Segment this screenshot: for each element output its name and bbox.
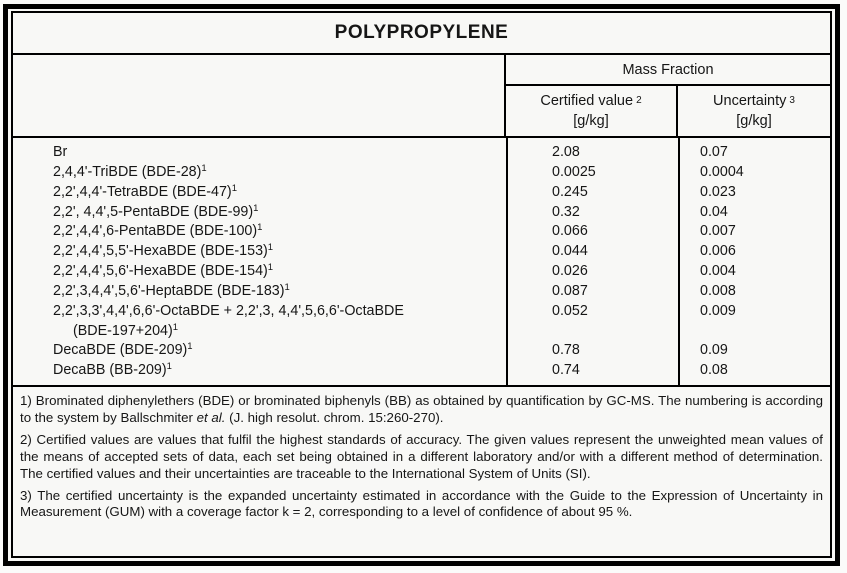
footnote-ref: 1 <box>201 162 207 174</box>
certified-value: 0.066 <box>552 223 588 240</box>
compound-name: 2,2',3,4,4',5,6'-HeptaBDE (BDE-183)1 <box>53 281 290 299</box>
uncertainty-column: 0.07 0.0004 0.023 0.04 0.007 0.006 0.004 0.008 0… <box>678 138 830 385</box>
table-body: Br 2,4,4'-TriBDE (BDE-28)1 2,2',4,4'-Tetra… <box>13 138 830 387</box>
uncertainty-value-blank <box>680 322 830 342</box>
uncertainty-value: 0.08 <box>700 362 728 379</box>
compound-name: 2,2',4,4'-TetraBDE (BDE-47)1 <box>53 182 237 200</box>
certified-value: 0.32 <box>552 203 580 220</box>
certified-value-label: Certified value 2 <box>540 93 642 109</box>
title-row: POLYPROPYLENE <box>13 13 830 55</box>
footnote-ref: 1 <box>187 341 193 353</box>
certified-value: 0.087 <box>552 282 588 299</box>
compound-name-column: Br 2,4,4'-TriBDE (BDE-28)1 2,2',4,4'-Tetra… <box>13 138 506 385</box>
certified-value-blank <box>508 322 678 342</box>
uncertainty-label: Uncertainty 3 <box>713 93 795 109</box>
table-header: Mass Fraction Certified value 2 [g/kg] Un… <box>13 55 830 138</box>
footnote-ref: 1 <box>267 242 274 254</box>
compound-name: DecaBB (BB-209)1 <box>53 361 172 379</box>
certified-value: 2.08 <box>552 144 580 160</box>
certified-value-header: Certified value 2 [g/kg] <box>506 86 678 136</box>
footnote-1-italic: et al. <box>196 409 226 425</box>
compound-name: 2,2',4,4',5,6'-HexaBDE (BDE-154)1 <box>53 262 274 280</box>
footnote-ref: 1 <box>257 222 263 234</box>
uncertainty-value: 0.007 <box>700 223 736 240</box>
uncertainty-value: 0.07 <box>700 144 728 160</box>
compound-name: 2,2',4,4',5,5'-HexaBDE (BDE-153)1 <box>53 242 274 260</box>
document-title: POLYPROPYLENE <box>334 22 509 43</box>
certificate-table: POLYPROPYLENE Mass Fraction Certified va… <box>11 11 832 558</box>
certified-value: 0.0025 <box>552 163 596 180</box>
uncertainty-value: 0.023 <box>700 183 736 200</box>
footnote-ref: 1 <box>172 321 179 333</box>
certified-value: 0.026 <box>552 263 588 280</box>
uncertainty-value: 0.0004 <box>700 163 744 180</box>
certified-value-column: 2.08 0.0025 0.245 0.32 0.066 0.044 0.026 0.087 0… <box>506 138 678 385</box>
uncertainty-value: 0.004 <box>700 263 736 280</box>
analyte-column-header <box>13 55 506 136</box>
compound-name: DecaBDE (BDE-209)1 <box>53 341 193 359</box>
certified-value: 0.245 <box>552 183 588 200</box>
footnote-2: 2) Certified values are values that fulf… <box>20 431 823 481</box>
footnote-3: 3) The certified uncertainty is the expa… <box>20 487 823 520</box>
uncertainty-value: 0.09 <box>700 342 728 359</box>
certified-value-footnote-ref: 2 <box>636 95 642 106</box>
footnote-ref: 1 <box>166 361 172 373</box>
certified-value: 0.74 <box>552 362 580 379</box>
footnote-1: 1) Brominated diphenylethers (BDE) or br… <box>20 393 823 425</box>
certified-value: 0.044 <box>552 243 588 260</box>
compound-name: Br <box>53 144 68 160</box>
uncertainty-footnote-ref: 3 <box>789 95 795 106</box>
compound-name: 2,2',3,3',4,4',6,6'-OctaBDE + 2,2',3, 4,… <box>53 302 404 319</box>
footnote-ref: 1 <box>284 281 290 293</box>
footnote-ref: 1 <box>267 262 274 274</box>
compound-name: 2,2', 4,4',5-PentaBDE (BDE-99)1 <box>53 202 259 220</box>
sub-column-headers: Certified value 2 [g/kg] Uncertainty 3 [g/… <box>506 86 830 136</box>
certified-value-unit: [g/kg] <box>573 113 609 129</box>
uncertainty-value: 0.008 <box>700 282 736 299</box>
mass-fraction-header: Mass Fraction <box>506 55 830 86</box>
uncertainty-value: 0.04 <box>700 203 728 220</box>
uncertainty-unit: [g/kg] <box>736 113 772 129</box>
compound-name: 2,2',4,4',6-PentaBDE (BDE-100)1 <box>53 222 263 240</box>
mass-fraction-block: Mass Fraction Certified value 2 [g/kg] Un… <box>506 55 830 136</box>
footnotes: 1) Brominated diphenylethers (BDE) or br… <box>13 387 830 556</box>
uncertainty-header: Uncertainty 3 [g/kg] <box>678 86 830 136</box>
footnote-ref: 1 <box>231 182 237 194</box>
certified-value: 0.78 <box>552 342 580 359</box>
compound-name-wrap: (BDE-197+204)1 <box>73 321 179 339</box>
footnote-ref: 1 <box>253 202 259 214</box>
certified-value: 0.052 <box>552 302 588 319</box>
document-frame: POLYPROPYLENE Mass Fraction Certified va… <box>3 4 840 566</box>
uncertainty-value: 0.009 <box>700 302 736 319</box>
compound-name: 2,4,4'-TriBDE (BDE-28)1 <box>53 162 207 180</box>
uncertainty-value: 0.006 <box>700 243 736 260</box>
